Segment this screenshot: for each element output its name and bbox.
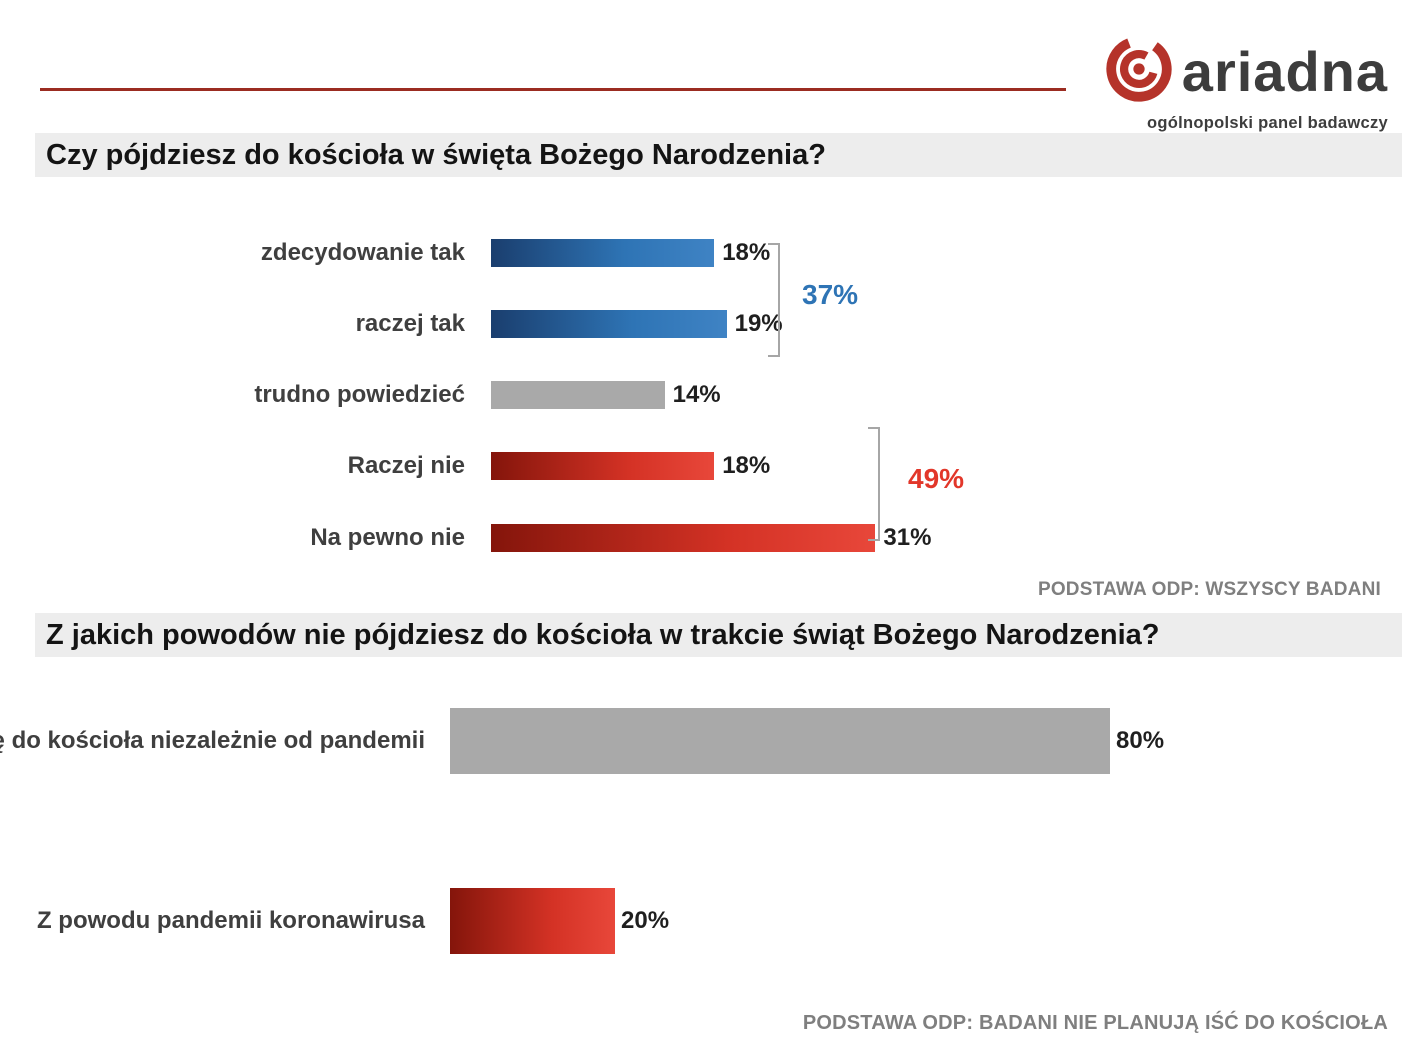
- value-label: 20%: [621, 907, 670, 934]
- category-label: Z powodu pandemii koronawirusa: [36, 907, 425, 934]
- value-label: 14%: [672, 381, 721, 408]
- value-label: 18%: [722, 452, 771, 479]
- group-total-nie: 49%: [908, 463, 965, 494]
- ariadna-logo: ariadna ogólnopolski panel badawczy: [1102, 32, 1388, 133]
- bar-z-powodu-pandemii: [450, 888, 615, 954]
- ariadna-logo-row: ariadna: [1102, 32, 1388, 111]
- group-bracket-nie: [868, 427, 880, 541]
- category-label: Na pewno nie: [310, 524, 465, 551]
- chart1-title: Czy pójdziesz do kościoła w święta Bożeg…: [35, 133, 1402, 177]
- header-divider-line: [40, 88, 1066, 91]
- value-label: 18%: [722, 239, 771, 266]
- value-label: 31%: [883, 524, 932, 551]
- brand-name: ariadna: [1181, 39, 1388, 103]
- chart1-row-zdecydowanie-tak: zdecydowanie tak 18%: [0, 239, 770, 267]
- chart1-row-raczej-nie: Raczej nie 18%: [0, 452, 770, 480]
- chart2-row-pandemia: Z powodu pandemii koronawirusa 20%: [0, 888, 669, 954]
- value-label: 80%: [1116, 727, 1165, 754]
- bar-niezaleznie-od-pandemii: [450, 708, 1110, 774]
- chart1-row-na-pewno-nie: Na pewno nie 31%: [0, 524, 931, 552]
- category-label: trudno powiedzieć: [254, 381, 465, 408]
- bar-na-pewno-nie: [491, 524, 876, 552]
- chart2-title: Z jakich powodów nie pójdziesz do kościo…: [35, 613, 1402, 657]
- chart1-row-raczej-tak: raczej tak 19%: [0, 310, 783, 338]
- bar-raczej-tak: [491, 310, 727, 338]
- bar-trudno-powiedziec: [491, 381, 665, 409]
- bar-raczej-nie: [491, 452, 715, 480]
- chart1-row-trudno-powiedziec: trudno powiedzieć 14%: [0, 381, 721, 409]
- ariadna-spiral-icon: [1102, 32, 1176, 111]
- chart2-row-niezaleznie: ę do kościoła niezależnie od pandemii 80…: [0, 708, 1164, 774]
- chart2-base-note: PODSTAWA ODP: BADANI NIE PLANUJĄ IŚĆ DO …: [802, 1012, 1388, 1034]
- category-label: raczej tak: [355, 310, 465, 337]
- value-label: 19%: [734, 310, 783, 337]
- category-label: ę do kościoła niezależnie od pandemii: [0, 727, 425, 754]
- bar-zdecydowanie-tak: [491, 239, 715, 267]
- chart1-base-note: PODSTAWA ODP: WSZYSCY BADANI: [1037, 579, 1381, 600]
- category-label: Raczej nie: [347, 452, 465, 479]
- group-bracket-tak: [768, 243, 780, 357]
- category-label: zdecydowanie tak: [260, 239, 465, 266]
- brand-subtitle: ogólnopolski panel badawczy: [1147, 114, 1388, 132]
- group-total-tak: 37%: [802, 279, 859, 310]
